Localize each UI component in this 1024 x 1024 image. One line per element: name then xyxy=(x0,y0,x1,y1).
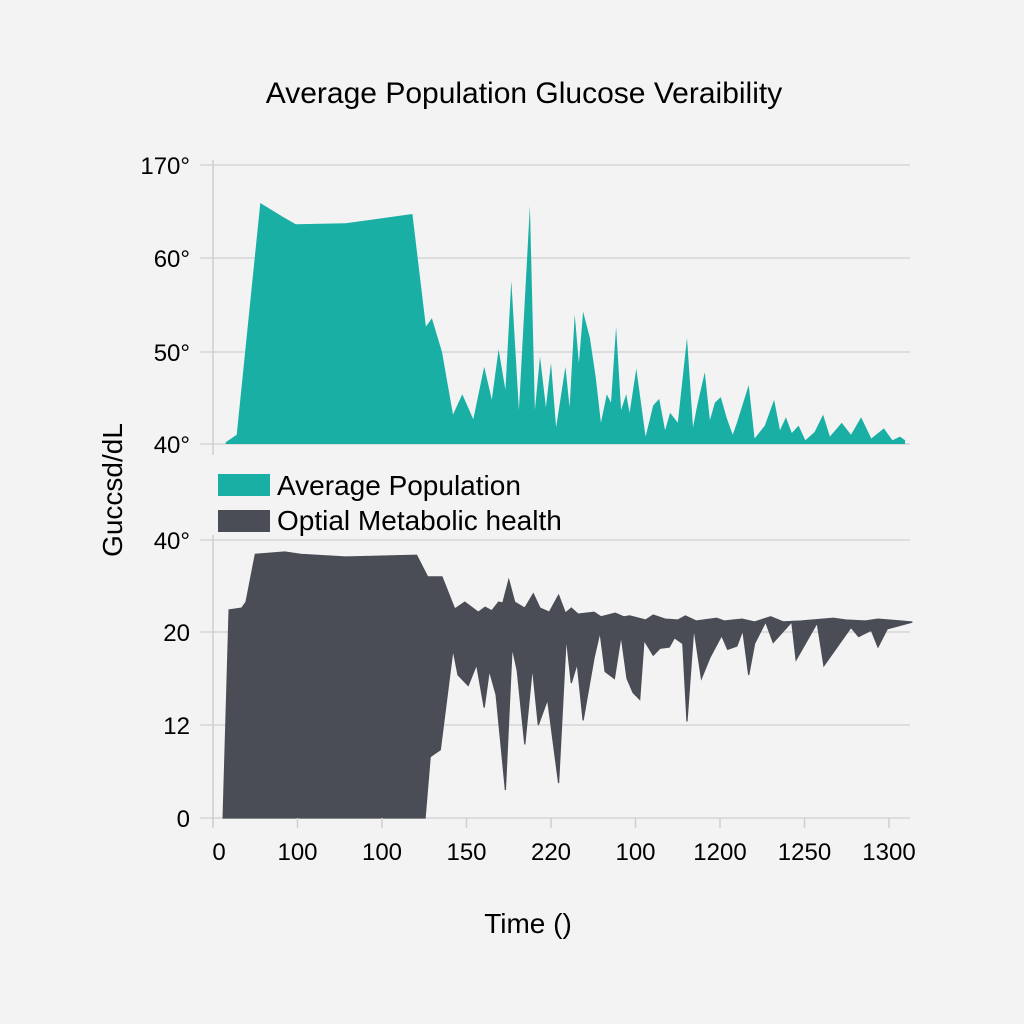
legend-box xyxy=(205,455,910,535)
legend-swatch-optimal-metabolic-health xyxy=(218,510,270,532)
x-tick-label: 100 xyxy=(362,839,402,866)
y-tick-label: 50° xyxy=(154,340,190,367)
y-tick-label: 40° xyxy=(154,432,190,459)
legend-swatch-average-population xyxy=(218,474,270,496)
area-optimal-metabolic-health xyxy=(222,551,913,819)
x-axis-label: Time () xyxy=(484,908,572,939)
x-tick-label: 100 xyxy=(277,839,317,866)
y-tick-label: 40° xyxy=(154,528,190,555)
x-tick-label: 150 xyxy=(446,839,486,866)
x-tick-label: 0 xyxy=(212,839,225,866)
x-tick-labels: 0 100 100 150 220 100 1200 1250 1300 xyxy=(212,818,916,866)
x-tick-label: 1200 xyxy=(693,839,746,866)
y-tick-labels: 40° 50° 60° 170° 0 12 20 40° xyxy=(140,153,190,833)
y-tick-label: 170° xyxy=(140,153,190,180)
y-tick-label: 60° xyxy=(154,246,190,273)
y-tick-label: 12 xyxy=(163,713,190,740)
chart-title: Average Population Glucose Veraibility xyxy=(266,77,782,110)
y-axis-label: Guccsd/dL xyxy=(97,423,128,557)
x-tick-label: 100 xyxy=(615,839,655,866)
x-tick-label: 220 xyxy=(531,839,571,866)
legend-label-average-population: Average Population xyxy=(277,470,521,501)
x-tick-label: 1250 xyxy=(778,839,831,866)
legend-label-optimal-metabolic-health: Optial Metabolic health xyxy=(277,505,562,536)
x-tick-label: 1300 xyxy=(862,839,915,866)
y-tick-label: 0 xyxy=(177,806,190,833)
y-tick-label: 20 xyxy=(163,620,190,647)
area-average-population xyxy=(225,203,906,444)
plot-areas xyxy=(222,203,913,819)
